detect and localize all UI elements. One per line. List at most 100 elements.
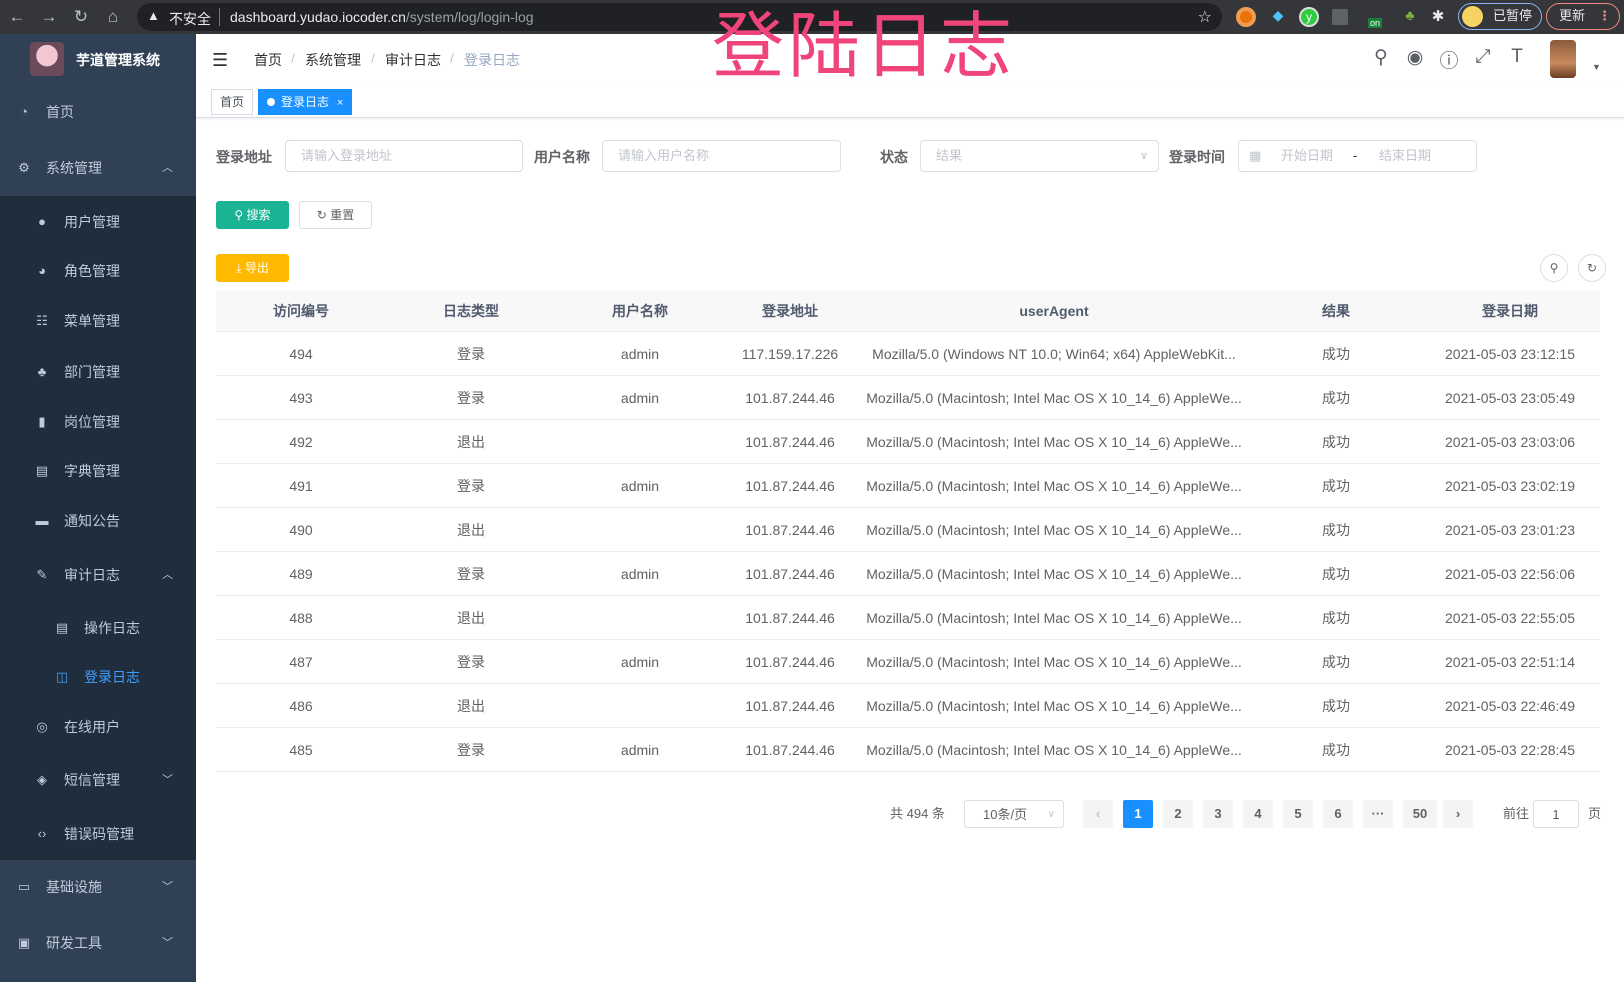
- sidebar-item[interactable]: ▭ 基础设施 ﹀: [0, 862, 196, 912]
- hamburger-icon[interactable]: ☰: [212, 50, 229, 70]
- page-size-select[interactable]: 10条/页 ∨: [964, 800, 1064, 828]
- sidebar-item[interactable]: ◈ 短信管理 ﹀: [0, 755, 196, 805]
- on-extension-icon[interactable]: on: [1368, 18, 1383, 28]
- table-row[interactable]: 492 退出 101.87.244.46 Mozilla/5.0 (Macintosh…: [216, 420, 1600, 464]
- table-cell: 成功: [1322, 389, 1350, 406]
- github-icon[interactable]: ◉: [1406, 47, 1424, 68]
- bookmark-star-icon[interactable]: ☆: [1197, 9, 1212, 26]
- font-size-icon[interactable]: T: [1511, 46, 1523, 67]
- update-button[interactable]: 更新 ⋮: [1546, 3, 1620, 30]
- sidebar-item[interactable]: ▤ 操作日志: [0, 603, 196, 653]
- grid-extension-icon[interactable]: [1332, 9, 1348, 25]
- table-cell: 490: [289, 521, 313, 538]
- tag-home[interactable]: 首页: [211, 89, 254, 115]
- back-icon[interactable]: ←: [8, 7, 26, 26]
- sidebar-item[interactable]: ✎ 审计日志 ︿: [0, 550, 196, 600]
- export-button[interactable]: ⤓ 导出: [216, 254, 289, 282]
- overlay-title: 登陆日志: [712, 4, 1017, 88]
- sidebar-item[interactable]: ◫ 登录日志: [0, 652, 196, 702]
- date-range-picker[interactable]: ▦ 开始日期 - 结束日期: [1238, 140, 1477, 172]
- table-row[interactable]: 487 登录 admin 101.87.244.46 Mozilla/5.0 (Maci…: [216, 640, 1600, 684]
- table-cell: 2021-05-03 22:46:49: [1445, 697, 1575, 714]
- forward-icon[interactable]: →: [40, 7, 58, 26]
- profile-button[interactable]: 已暂停: [1458, 3, 1542, 30]
- table-row[interactable]: 494 登录 admin 117.159.17.226 Mozilla/5.0 (Win…: [216, 332, 1600, 376]
- status-select[interactable]: 结果 ∨: [920, 140, 1159, 172]
- sidebar-item[interactable]: ▤ 字典管理: [0, 446, 196, 496]
- y-extension-icon[interactable]: y: [1299, 7, 1319, 27]
- table-row[interactable]: 491 登录 admin 101.87.244.46 Mozilla/5.0 (Maci…: [216, 464, 1600, 508]
- leaf-extension-icon[interactable]: ♣: [1405, 7, 1415, 23]
- warning-icon: ▲: [147, 8, 160, 23]
- breadcrumb-home[interactable]: 首页: [254, 52, 282, 68]
- search-icon[interactable]: ⚲: [1374, 47, 1388, 68]
- reset-button[interactable]: ↻ 重置: [299, 201, 372, 229]
- help-icon[interactable]: ⓘ: [1439, 51, 1459, 72]
- avatar[interactable]: [1550, 40, 1576, 78]
- chevron-down-icon: ∨: [1047, 809, 1055, 820]
- column-header: 访问编号: [273, 302, 329, 319]
- table-cell: 退出: [457, 433, 485, 450]
- log-icon: ✎: [36, 567, 48, 582]
- table-row[interactable]: 493 登录 admin 101.87.244.46 Mozilla/5.0 (Maci…: [216, 376, 1600, 420]
- extension-badge: on: [1370, 18, 1381, 28]
- breadcrumb-separator: /: [450, 50, 454, 66]
- sidebar-item[interactable]: ⚙ 系统管理 ︿: [0, 143, 196, 193]
- reload-icon[interactable]: ↻: [73, 7, 89, 26]
- sidebar-item[interactable]: ▬ 通知公告: [0, 496, 196, 546]
- breadcrumb-system: 系统管理: [305, 52, 361, 68]
- extension-icon[interactable]: [1236, 7, 1256, 27]
- table-cell: 487: [289, 653, 313, 670]
- home-icon[interactable]: ⌂: [107, 7, 119, 26]
- start-date-input[interactable]: 开始日期: [1281, 148, 1334, 163]
- login-address-input[interactable]: 请输入登录地址: [285, 140, 523, 172]
- table-row[interactable]: 486 退出 101.87.244.46 Mozilla/5.0 (Macintosh…: [216, 684, 1600, 728]
- sidebar-item[interactable]: ‹› 错误码管理: [0, 809, 196, 859]
- sidebar-item-label: 在线用户: [64, 719, 120, 735]
- address-bar[interactable]: ▲ 不安全 dashboard.yudao.iocoder.cn/system/…: [137, 3, 1222, 31]
- toggle-search-button[interactable]: ⚲: [1540, 254, 1568, 282]
- prev-page-button[interactable]: ‹: [1083, 800, 1113, 828]
- fullscreen-icon[interactable]: ⤢: [1475, 46, 1491, 67]
- page-button[interactable]: 5: [1283, 800, 1313, 828]
- table-row[interactable]: 489 登录 admin 101.87.244.46 Mozilla/5.0 (Maci…: [216, 552, 1600, 596]
- end-date-input[interactable]: 结束日期: [1379, 148, 1432, 163]
- sidebar-item[interactable]: ◎ 在线用户: [0, 702, 196, 752]
- sidebar-item[interactable]: ▮ 岗位管理: [0, 397, 196, 447]
- sidebar-item[interactable]: ▣ 研发工具 ﹀: [0, 918, 196, 968]
- table-row[interactable]: 490 退出 101.87.244.46 Mozilla/5.0 (Macintosh…: [216, 508, 1600, 552]
- puzzle-extensions-icon[interactable]: ✱: [1431, 8, 1445, 25]
- page-button[interactable]: ···: [1363, 800, 1393, 828]
- page-button[interactable]: 2: [1163, 800, 1193, 828]
- page-button[interactable]: 3: [1203, 800, 1233, 828]
- next-page-button[interactable]: ›: [1443, 800, 1473, 828]
- gear-icon: ⚙: [18, 160, 30, 175]
- page-button[interactable]: 4: [1243, 800, 1273, 828]
- table-cell: Mozilla/5.0 (Macintosh; Intel Mac OS X 1…: [866, 521, 1242, 538]
- page-button[interactable]: 6: [1323, 800, 1353, 828]
- sidebar-item[interactable]: ☷ 菜单管理: [0, 296, 196, 346]
- export-button-label: 导出: [244, 261, 269, 275]
- table-row[interactable]: 485 登录 admin 101.87.244.46 Mozilla/5.0 (Maci…: [216, 728, 1600, 772]
- user-icon: ●: [38, 214, 46, 229]
- tags-view: [196, 84, 1624, 118]
- page-button[interactable]: 50: [1403, 800, 1437, 828]
- refresh-button[interactable]: ↻: [1578, 254, 1606, 282]
- tag-login-log[interactable]: 登录日志 ×: [258, 89, 353, 115]
- caret-down-icon[interactable]: ▼: [1592, 62, 1601, 72]
- column-header: 日志类型: [443, 302, 499, 319]
- close-icon[interactable]: ×: [337, 97, 344, 109]
- username-input[interactable]: 请输入用户名称: [602, 140, 841, 172]
- logininfor-icon: ◫: [55, 669, 69, 684]
- page-button[interactable]: 1: [1123, 800, 1153, 828]
- goto-page-input[interactable]: 1: [1533, 800, 1579, 828]
- sidebar-item[interactable]: ◔ 首页: [0, 87, 196, 137]
- table-row[interactable]: 488 退出 101.87.244.46 Mozilla/5.0 (Macintosh…: [216, 596, 1600, 640]
- diamond-extension-icon[interactable]: ◆: [1272, 7, 1284, 23]
- table-cell: 登录: [457, 565, 485, 582]
- search-button[interactable]: ⚲ 搜索: [216, 201, 289, 229]
- sidebar-item-label: 审计日志: [64, 567, 120, 583]
- sidebar-item[interactable]: ♣ 部门管理: [0, 347, 196, 397]
- sidebar-item[interactable]: ◕ 角色管理: [0, 246, 196, 296]
- sidebar-item[interactable]: ● 用户管理: [0, 197, 196, 247]
